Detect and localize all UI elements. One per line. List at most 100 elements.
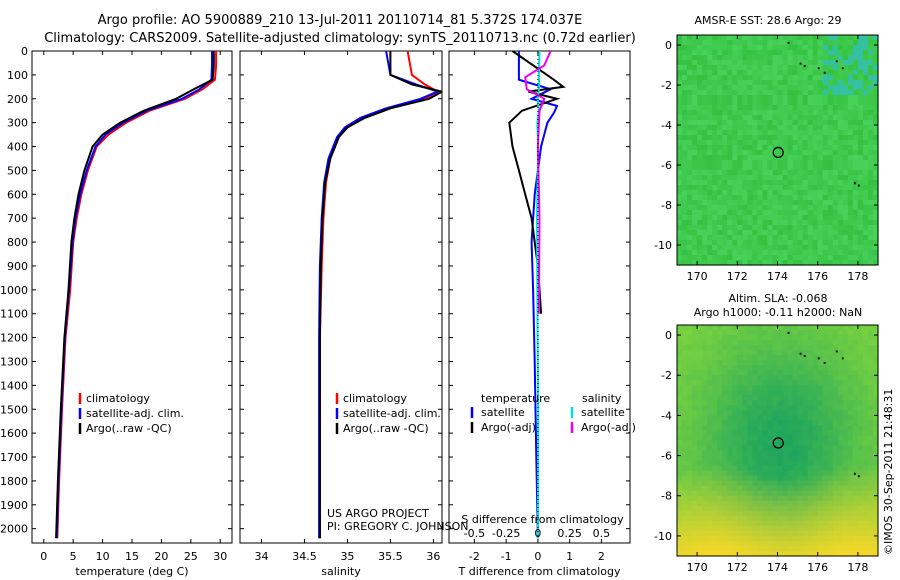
heatmap-cell: [752, 440, 759, 447]
heatmap-cell: [827, 120, 834, 126]
heatmap-cell: [757, 490, 764, 497]
heatmap-cell: [802, 435, 809, 442]
heatmap-cell: [722, 215, 728, 221]
heatmap-cell: [847, 225, 854, 231]
heatmap-cell: [722, 370, 728, 376]
heatmap-cell: [722, 125, 728, 131]
heatmap-cell: [682, 125, 688, 131]
heatmap-cell: [772, 360, 779, 366]
heatmap-cell: [687, 155, 693, 161]
heatmap-cell: [737, 515, 743, 522]
heatmap-cell: [687, 140, 693, 146]
heatmap-cell: [692, 420, 698, 427]
heatmap-cell: [702, 90, 708, 96]
x-tick-label: 34: [254, 550, 268, 563]
heatmap-cell: [737, 330, 743, 336]
heatmap-cell: [822, 75, 829, 81]
heatmap-cell: [707, 540, 713, 547]
heatmap-cell: [687, 165, 693, 171]
heatmap-cell: [757, 195, 764, 201]
heatmap-cell: [777, 160, 784, 166]
heatmap-cell: [702, 535, 708, 542]
heatmap-cell: [722, 100, 728, 106]
heatmap-cell: [867, 165, 874, 171]
heatmap-cell: [792, 140, 799, 146]
heatmap-cell: [682, 515, 688, 522]
heatmap-cell: [842, 370, 849, 376]
heatmap-cell: [847, 455, 854, 462]
heatmap-cell: [847, 505, 854, 512]
heatmap-cell: [862, 80, 869, 86]
heatmap-cell: [742, 45, 748, 51]
heatmap-cell: [852, 75, 859, 81]
heatmap-cell: [682, 185, 688, 191]
heatmap-cell: [762, 235, 769, 241]
heatmap-cell: [727, 185, 733, 191]
sst-map-title: AMSR-E SST: 28.6 Argo: 29: [694, 14, 841, 27]
heatmap-cell: [872, 100, 879, 106]
heatmap-cell: [852, 415, 859, 422]
heatmap-cell: [737, 375, 743, 381]
heatmap-cell: [777, 240, 784, 246]
heatmap-cell: [707, 70, 713, 76]
heatmap-cell: [762, 460, 769, 467]
heatmap-cell: [872, 495, 879, 502]
heatmap-cell: [787, 450, 794, 457]
heatmap-cell: [832, 60, 839, 66]
heatmap-cell: [692, 400, 698, 406]
heatmap-cell: [787, 205, 794, 211]
heatmap-cell: [767, 385, 774, 391]
heatmap-cell: [867, 335, 874, 341]
heatmap-cell: [737, 370, 743, 376]
heatmap-cell: [752, 435, 759, 442]
heatmap-cell: [757, 340, 764, 346]
heatmap-cell: [742, 190, 748, 196]
heatmap-cell: [792, 240, 799, 246]
heatmap-cell: [762, 370, 769, 376]
heatmap-cell: [752, 470, 759, 477]
heatmap-cell: [747, 170, 753, 176]
heatmap-cell: [872, 420, 879, 427]
heatmap-cell: [792, 445, 799, 452]
heatmap-cell: [812, 360, 819, 366]
heatmap-cell: [712, 120, 718, 126]
heatmap-cell: [677, 530, 683, 537]
heatmap-cell: [732, 50, 738, 56]
s-tick-label: -0.25: [492, 527, 520, 540]
heatmap-cell: [762, 440, 769, 447]
heatmap-cell: [822, 345, 829, 351]
legend-label: satellite-adj. clim.: [86, 407, 184, 420]
heatmap-cell: [742, 335, 748, 341]
heatmap-cell: [767, 225, 774, 231]
heatmap-cell: [777, 525, 784, 532]
heatmap-cell: [732, 375, 738, 381]
heatmap-cell: [837, 175, 844, 181]
heatmap-cell: [697, 245, 703, 251]
heatmap-cell: [692, 210, 698, 216]
heatmap-cell: [832, 340, 839, 346]
heatmap-cell: [827, 225, 834, 231]
heatmap-cell: [842, 350, 849, 356]
heatmap-cell: [832, 350, 839, 356]
heatmap-cell: [857, 40, 864, 46]
heatmap-cell: [767, 220, 774, 226]
heatmap-cell: [857, 145, 864, 151]
heatmap-cell: [857, 455, 864, 462]
heatmap-cell: [852, 360, 859, 366]
heatmap-cell: [812, 525, 819, 532]
heatmap-cell: [852, 95, 859, 101]
heatmap-cell: [692, 395, 698, 401]
heatmap-cell: [752, 420, 759, 427]
heatmap-cell: [857, 470, 864, 477]
heatmap-cell: [722, 140, 728, 146]
heatmap-cell: [772, 510, 779, 517]
heatmap-cell: [727, 45, 733, 51]
heatmap-cell: [857, 150, 864, 156]
heatmap-cell: [687, 500, 693, 507]
heatmap-cell: [747, 400, 753, 406]
heatmap-cell: [827, 480, 834, 487]
heatmap-cell: [817, 340, 824, 346]
heatmap-cell: [687, 510, 693, 517]
heatmap-cell: [742, 550, 748, 557]
heatmap-cell: [872, 410, 879, 416]
